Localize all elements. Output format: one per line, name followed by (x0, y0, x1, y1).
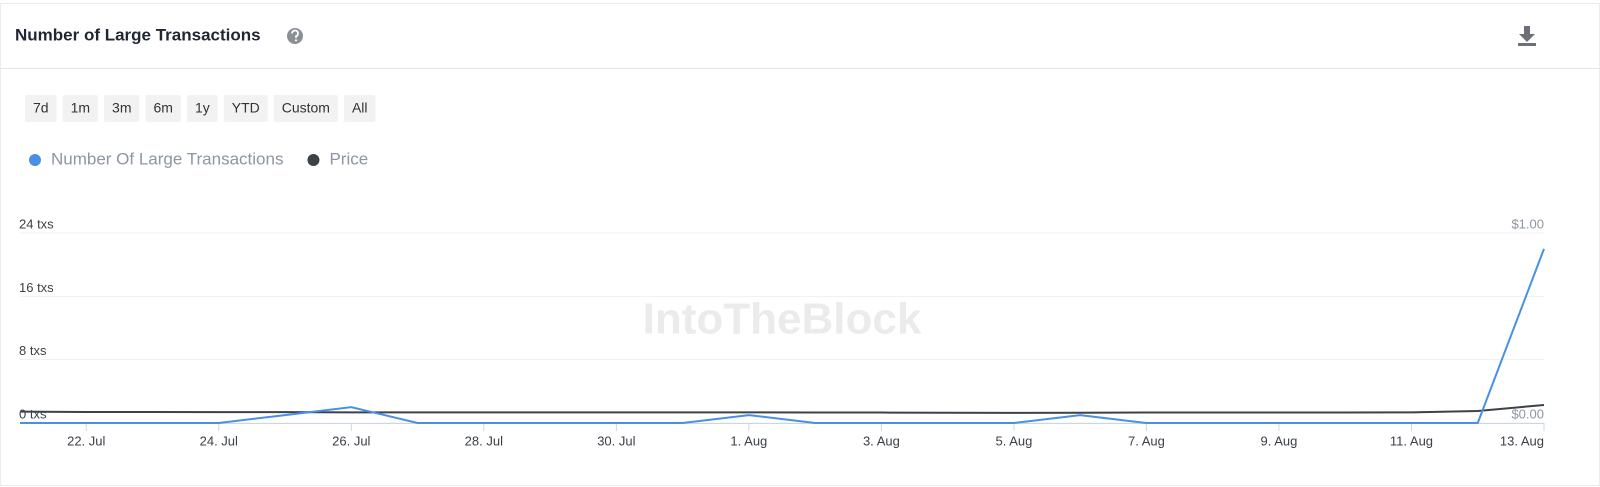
range-button[interactable] (273, 95, 338, 122)
x-tick-label: 26. Jul (332, 433, 370, 448)
y-tick-label: 8 txs (19, 343, 47, 358)
x-tick-label: 5. Aug (995, 433, 1032, 448)
series-line (20, 248, 1545, 424)
range-button-label[interactable]: 3m (112, 100, 131, 116)
x-tick-label: 1. Aug (730, 433, 767, 448)
y-tick-label: 0 txs (19, 406, 47, 421)
x-tick-label: 11. Aug (1390, 433, 1433, 448)
range-button[interactable] (343, 95, 376, 122)
card-title: Number of Large Transactions (15, 25, 261, 44)
legend-label[interactable]: Price (329, 149, 368, 168)
range-button-label[interactable]: All (352, 100, 368, 116)
legend-marker (29, 154, 41, 166)
y2-tick-label: $1.00 (1511, 216, 1544, 231)
series-line (19, 403, 1545, 414)
y-tick-label: 16 txs (19, 280, 54, 295)
x-tick-label: 7. Aug (1128, 433, 1165, 448)
range-button[interactable] (104, 95, 140, 122)
range-button-label[interactable]: 1m (71, 100, 90, 116)
legend-label[interactable]: Number Of Large Transactions (51, 149, 283, 168)
range-button-label[interactable]: 1y (195, 100, 210, 116)
download-icon[interactable] (1518, 26, 1536, 46)
legend-marker (307, 154, 320, 166)
range-button[interactable] (62, 95, 99, 122)
card-border (0, 3, 1600, 486)
x-tick-label: 30. Jul (597, 433, 635, 448)
range-button-label[interactable]: YTD (232, 100, 260, 116)
watermark: IntoTheBlock (643, 295, 922, 344)
x-tick-label: 24. Jul (200, 433, 238, 448)
range-button[interactable] (186, 95, 218, 122)
x-tick-label: 13. Aug (1500, 433, 1544, 448)
range-button-label[interactable]: 6m (153, 100, 172, 116)
range-button-label[interactable]: Custom (282, 100, 330, 116)
y-tick-label: 24 txs (19, 216, 54, 231)
range-button[interactable] (145, 95, 181, 122)
range-button[interactable] (223, 95, 268, 122)
range-button[interactable] (25, 95, 57, 122)
x-tick-label: 3. Aug (863, 433, 900, 448)
x-tick-label: 9. Aug (1261, 433, 1298, 448)
y2-tick-label: $0.00 (1511, 406, 1544, 421)
x-tick-label: 22. Jul (67, 433, 105, 448)
help-icon[interactable] (287, 28, 303, 44)
x-tick-label: 28. Jul (465, 433, 503, 448)
range-button-label[interactable]: 7d (33, 100, 49, 116)
